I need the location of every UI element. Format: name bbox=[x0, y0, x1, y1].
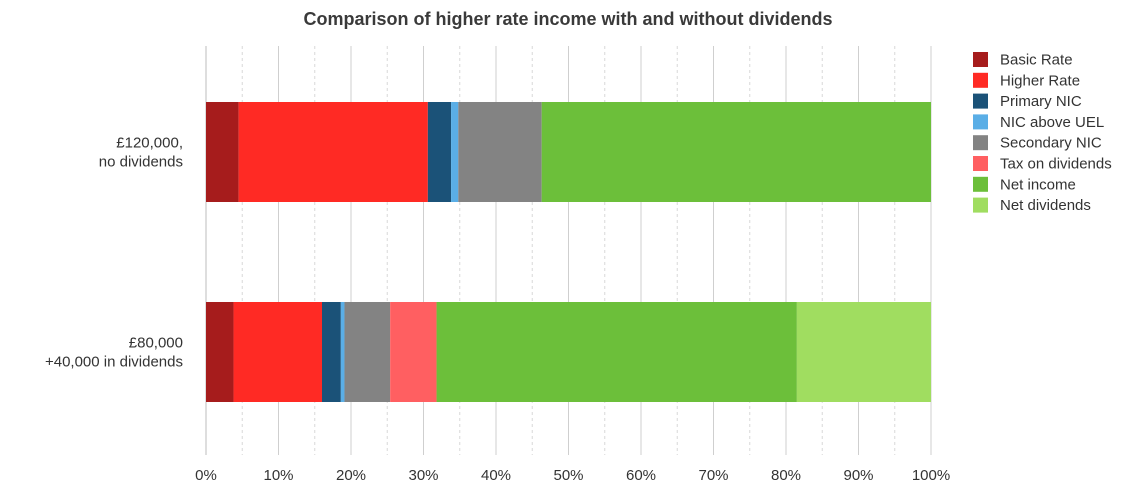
legend-swatch bbox=[973, 93, 988, 109]
bar-segment-nic-above-uel bbox=[340, 302, 345, 402]
legend-label: Secondary NIC bbox=[1000, 135, 1102, 152]
bar-segment-primary-nic bbox=[427, 102, 452, 202]
bar-segment-net-income bbox=[541, 102, 931, 202]
category-label: £80,000 bbox=[129, 335, 183, 352]
category-label: no dividends bbox=[99, 154, 183, 171]
legend-label: NIC above UEL bbox=[1000, 114, 1104, 131]
x-tick-label: 10% bbox=[263, 467, 293, 484]
x-tick-label: 40% bbox=[481, 467, 511, 484]
legend-label: Basic Rate bbox=[1000, 52, 1073, 69]
bar-segment-secondary-nic bbox=[344, 302, 391, 402]
bar-segment-secondary-nic bbox=[458, 102, 542, 202]
x-tick-label: 20% bbox=[336, 467, 366, 484]
legend-label: Net income bbox=[1000, 176, 1076, 193]
legend-swatch bbox=[973, 197, 988, 213]
bar-segment-basic-rate bbox=[206, 102, 239, 202]
x-axis: 0% 10% 20% 30% 40% 50% 60% 70% 80% 90% 100% bbox=[195, 467, 950, 484]
bar-segment-basic-rate bbox=[206, 302, 234, 402]
legend: Basic Rate Higher Rate Primary NIC NIC abov… bbox=[973, 52, 1112, 214]
bar-segment-primary-nic bbox=[322, 302, 341, 402]
x-tick-label: 60% bbox=[626, 467, 656, 484]
legend-swatch bbox=[973, 72, 988, 88]
bar-segment-net-dividends bbox=[796, 302, 931, 402]
bar-segment-higher-rate bbox=[233, 302, 322, 402]
legend-label: Tax on dividends bbox=[1000, 156, 1112, 173]
legend-label: Higher Rate bbox=[1000, 72, 1080, 89]
legend-swatch bbox=[973, 176, 988, 192]
x-tick-label: 70% bbox=[698, 467, 728, 484]
category-label: £120,000, bbox=[116, 135, 183, 152]
category-label: +40,000 in dividends bbox=[45, 354, 183, 371]
bar-segment-tax-on-dividends bbox=[390, 302, 437, 402]
y-axis: £120,000, no dividends £80,000 +40,000 in d… bbox=[45, 135, 183, 371]
x-tick-label: 50% bbox=[553, 467, 583, 484]
bar-segment-nic-above-uel bbox=[451, 102, 459, 202]
bar-segment-higher-rate bbox=[238, 102, 428, 202]
legend-swatch bbox=[973, 114, 988, 130]
x-tick-label: 90% bbox=[843, 467, 873, 484]
legend-swatch bbox=[973, 52, 988, 67]
x-tick-label: 100% bbox=[912, 467, 950, 484]
x-tick-label: 0% bbox=[195, 467, 217, 484]
legend-label: Net dividends bbox=[1000, 197, 1091, 214]
x-tick-label: 80% bbox=[771, 467, 801, 484]
legend-swatch bbox=[973, 135, 988, 151]
chart-title: Comparison of higher rate income with an… bbox=[303, 9, 832, 29]
x-tick-label: 30% bbox=[408, 467, 438, 484]
bars bbox=[206, 102, 931, 402]
legend-label: Primary NIC bbox=[1000, 93, 1082, 110]
legend-swatch bbox=[973, 156, 988, 171]
bar-segment-net-income bbox=[436, 302, 797, 402]
